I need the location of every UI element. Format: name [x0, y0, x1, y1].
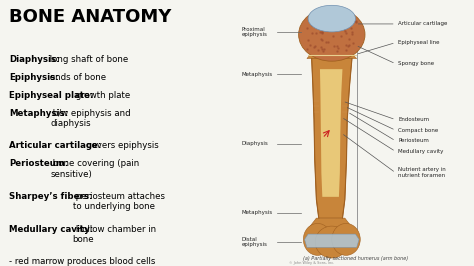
Text: Spongy bone: Spongy bone — [398, 61, 434, 66]
Text: bone covering (pain
sensitive): bone covering (pain sensitive) — [50, 159, 140, 179]
Ellipse shape — [315, 226, 348, 258]
Text: periosteum attaches
to underlying bone: periosteum attaches to underlying bone — [73, 192, 165, 211]
Polygon shape — [307, 53, 356, 59]
Text: Metaphysis: Metaphysis — [242, 72, 273, 77]
Text: Hollow chamber in
bone: Hollow chamber in bone — [73, 225, 156, 244]
Text: - red marrow produces blood cells: - red marrow produces blood cells — [9, 257, 156, 266]
Text: Epiphysis:: Epiphysis: — [9, 73, 59, 82]
Text: Proximal
epiphysis: Proximal epiphysis — [242, 27, 268, 37]
Ellipse shape — [308, 5, 356, 32]
Text: Sharpey’s fibers:: Sharpey’s fibers: — [9, 192, 93, 201]
Text: Diaphysis:: Diaphysis: — [9, 55, 60, 64]
Polygon shape — [311, 59, 352, 218]
Ellipse shape — [303, 223, 332, 255]
Text: long shaft of bone: long shaft of bone — [46, 55, 128, 64]
Text: covers epiphysis: covers epiphysis — [84, 141, 159, 150]
Text: Medullary cavity: Medullary cavity — [398, 149, 444, 154]
Text: Epiphyseal plate:: Epiphyseal plate: — [9, 91, 94, 100]
Text: Diaphysis: Diaphysis — [242, 141, 268, 146]
Polygon shape — [308, 218, 353, 234]
Text: (a) Partially sectioned humerus (arm bone): (a) Partially sectioned humerus (arm bon… — [303, 256, 408, 261]
Text: BONE ANATOMY: BONE ANATOMY — [9, 8, 172, 26]
Text: Medullary cavity:: Medullary cavity: — [9, 225, 94, 234]
Text: Articular cartilage: Articular cartilage — [398, 22, 447, 26]
Text: b/w epiphysis and
diaphysis: b/w epiphysis and diaphysis — [50, 109, 131, 128]
Text: Periosteum:: Periosteum: — [9, 159, 69, 168]
Text: Epiphyseal line: Epiphyseal line — [398, 40, 440, 45]
Text: Endosteum: Endosteum — [398, 117, 429, 122]
Ellipse shape — [332, 223, 360, 255]
Text: Metaphysis:: Metaphysis: — [9, 109, 69, 118]
Text: © John Wiley & Sons, Inc.: © John Wiley & Sons, Inc. — [289, 261, 335, 265]
Text: Nutrient artery in
nutrient foramen: Nutrient artery in nutrient foramen — [398, 168, 446, 178]
Text: Compact bone: Compact bone — [398, 128, 438, 133]
Text: Metaphysis: Metaphysis — [242, 210, 273, 215]
Text: growth plate: growth plate — [73, 91, 130, 100]
Text: ends of bone: ends of bone — [46, 73, 106, 82]
Polygon shape — [320, 69, 342, 197]
Text: Articular cartilage:: Articular cartilage: — [9, 141, 102, 150]
Polygon shape — [304, 234, 359, 247]
Text: Distal
epiphysis: Distal epiphysis — [242, 237, 268, 247]
Ellipse shape — [299, 8, 365, 61]
Text: Periosteum: Periosteum — [398, 139, 429, 143]
